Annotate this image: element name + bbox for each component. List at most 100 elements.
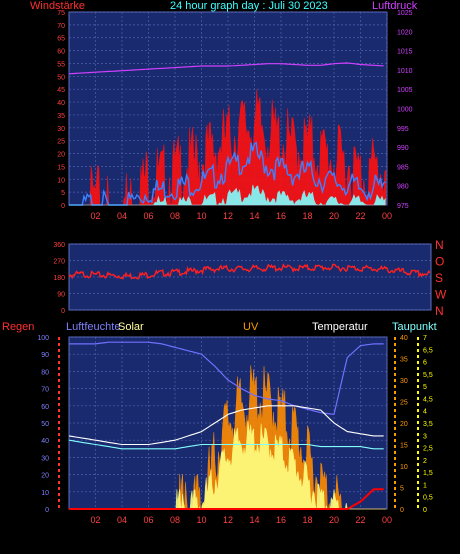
uv-tick-label: 1 xyxy=(423,482,427,489)
pressure-tick-label: 1005 xyxy=(397,87,413,94)
humidity-tick-label: 30 xyxy=(41,455,49,462)
wind-tick-label: 25 xyxy=(57,139,65,146)
wind-tick-label: 5 xyxy=(61,190,65,197)
compass-label: N xyxy=(435,238,444,252)
hour-tick-label: 20 xyxy=(329,211,339,221)
wind-direction-series xyxy=(68,263,431,280)
wind-tick-label: 70 xyxy=(57,23,65,30)
pressure-tick-label: 975 xyxy=(397,203,409,210)
uv-tick-label: 4 xyxy=(423,409,427,416)
rain-label: Regen xyxy=(2,321,35,333)
hour-tick-label: 16 xyxy=(276,211,286,221)
wind-tick-label: 60 xyxy=(57,49,65,56)
hour-tick-label: 14 xyxy=(249,515,259,525)
temperature-tick-label: 15 xyxy=(400,443,408,450)
wind-tick-label: 50 xyxy=(57,74,65,81)
pressure-tick-label: 1010 xyxy=(397,68,413,75)
wind-tick-label: 10 xyxy=(57,177,65,184)
rain-series xyxy=(69,488,384,510)
wind-low-series xyxy=(69,184,386,206)
temperature-tick-label: 20 xyxy=(400,421,408,428)
hour-tick-label: 22 xyxy=(355,211,365,221)
hour-tick-label: 00 xyxy=(382,211,392,221)
wind-tick-label: 75 xyxy=(57,10,65,17)
direction-tick-label: 180 xyxy=(53,275,65,282)
hour-tick-label: 12 xyxy=(223,211,233,221)
hour-tick-label: 06 xyxy=(143,515,153,525)
humidity-tick-label: 40 xyxy=(41,438,49,445)
wind-tick-label: 55 xyxy=(57,61,65,68)
hour-tick-label: 08 xyxy=(170,515,180,525)
direction-tick-label: 270 xyxy=(53,259,65,266)
hour-tick-label: 08 xyxy=(170,211,180,221)
humidity-label: Luftfeuchte xyxy=(66,321,121,333)
hour-tick-label: 02 xyxy=(90,515,100,525)
compass-label: N xyxy=(435,304,444,318)
wind-tick-label: 65 xyxy=(57,36,65,43)
pressure-tick-label: 980 xyxy=(397,184,409,191)
direction-tick-label: 0 xyxy=(61,308,65,315)
pressure-tick-label: 1020 xyxy=(397,29,413,36)
temperature-tick-label: 0 xyxy=(400,507,404,514)
temperature-tick-label: 40 xyxy=(400,335,408,342)
wind-tick-label: 30 xyxy=(57,126,65,133)
humidity-tick-label: 20 xyxy=(41,473,49,480)
pressure-tick-label: 1015 xyxy=(397,49,413,56)
uv-tick-label: 0,5 xyxy=(423,495,433,502)
solar-label: Solar xyxy=(118,321,144,333)
direction-tick-label: 90 xyxy=(57,292,65,299)
hour-tick-label: 18 xyxy=(302,211,312,221)
hour-tick-label: 10 xyxy=(196,515,206,525)
pressure-tick-label: 1000 xyxy=(397,107,413,114)
temperature-series xyxy=(68,405,384,446)
humidity-tick-label: 100 xyxy=(37,335,49,342)
wind-axis-label: Windstärke xyxy=(30,0,86,12)
temperature-tick-label: 25 xyxy=(400,400,408,407)
uv-label: UV xyxy=(243,321,259,333)
wind-tick-label: 0 xyxy=(61,203,65,210)
humidity-tick-label: 90 xyxy=(41,352,49,359)
pressure-tick-label: 1025 xyxy=(397,10,413,17)
pressure-tick-label: 985 xyxy=(397,164,409,171)
direction-tick-label: 360 xyxy=(53,242,65,249)
hour-tick-label: 06 xyxy=(143,211,153,221)
temperature-label: Temperatur xyxy=(312,321,368,333)
compass-label: W xyxy=(435,288,447,302)
hour-tick-label: 22 xyxy=(355,515,365,525)
compass-label: O xyxy=(435,255,444,269)
temperature-tick-label: 10 xyxy=(400,464,408,471)
uv-tick-label: 6 xyxy=(423,360,427,367)
temperature-tick-label: 30 xyxy=(400,378,408,385)
wind-tick-label: 40 xyxy=(57,100,65,107)
hour-tick-label: 02 xyxy=(90,211,100,221)
dewpoint-label: Taupunkt xyxy=(392,321,437,333)
uv-tick-label: 2,5 xyxy=(423,446,433,453)
compass-label: S xyxy=(435,271,443,285)
pressure-tick-label: 990 xyxy=(397,145,409,152)
pressure-axis-label: Luftdruck xyxy=(372,0,418,12)
temperature-tick-label: 5 xyxy=(400,486,404,493)
humidity-tick-label: 80 xyxy=(41,369,49,376)
uv-tick-label: 5,5 xyxy=(423,372,433,379)
wind-tick-label: 35 xyxy=(57,113,65,120)
uv-tick-label: 5 xyxy=(423,384,427,391)
uv-tick-label: 0 xyxy=(423,507,427,514)
hour-tick-label: 10 xyxy=(196,211,206,221)
pressure-series xyxy=(68,62,384,75)
humidity-tick-label: 50 xyxy=(41,421,49,428)
hour-tick-label: 12 xyxy=(223,515,233,525)
hour-tick-label: 20 xyxy=(329,515,339,525)
wind-tick-label: 20 xyxy=(57,152,65,159)
uv-tick-label: 2 xyxy=(423,458,427,465)
humidity-tick-label: 60 xyxy=(41,404,49,411)
humidity-series xyxy=(69,341,384,416)
uv-tick-label: 4,5 xyxy=(423,396,433,403)
uv-tick-label: 3 xyxy=(423,433,427,440)
humidity-tick-label: 70 xyxy=(41,387,49,394)
wind-tick-label: 15 xyxy=(57,164,65,171)
uv-tick-label: 1,5 xyxy=(423,470,433,477)
temperature-tick-label: 35 xyxy=(400,357,408,364)
hour-tick-label: 14 xyxy=(249,211,259,221)
hour-tick-label: 04 xyxy=(117,515,127,525)
